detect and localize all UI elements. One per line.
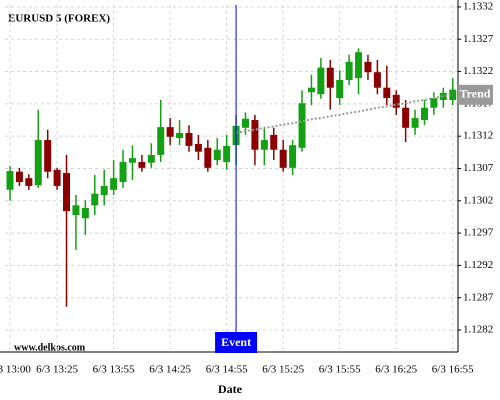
candle-body xyxy=(260,140,268,150)
candle-body xyxy=(185,132,193,146)
x-tick-label: 6/3 14:55 xyxy=(206,364,248,376)
candle-body xyxy=(411,118,419,128)
candle-body xyxy=(251,120,259,150)
watermark: www.delkos.com xyxy=(14,342,86,353)
candle-body xyxy=(420,107,428,121)
y-tick-label: 1.1282 xyxy=(463,324,493,336)
candle-body xyxy=(100,185,108,195)
candle-body xyxy=(194,143,202,152)
candle-body xyxy=(176,132,184,139)
candle-body xyxy=(317,67,325,95)
candle-body xyxy=(81,207,89,219)
candle-body xyxy=(336,79,344,99)
x-tick-label: 6/3 16:55 xyxy=(432,364,474,376)
y-tick-label: 1.1302 xyxy=(463,194,493,206)
candle-body xyxy=(204,147,212,168)
chart-title: EURUSD 5 (FOREX) xyxy=(8,13,110,25)
event-box xyxy=(215,332,258,353)
x-tick-label: 6/3 15:25 xyxy=(262,364,304,376)
trend-label-box xyxy=(458,84,493,105)
y-tick-label: 1.1327 xyxy=(463,33,494,45)
candle-body xyxy=(307,87,315,93)
y-tick-label: 1.1307 xyxy=(463,162,494,174)
candle-body xyxy=(157,127,165,155)
candle-body xyxy=(25,178,33,186)
candle-body xyxy=(138,162,146,168)
candle-body xyxy=(383,87,391,99)
candle-body xyxy=(270,134,278,150)
x-axis-label: Date xyxy=(218,382,243,396)
candle-body xyxy=(110,178,118,190)
candle-body xyxy=(34,140,42,186)
trend-label: Trend xyxy=(460,87,491,101)
y-tick-label: 1.1292 xyxy=(463,259,493,271)
candle-body xyxy=(147,154,155,163)
y-tick-label: 1.1287 xyxy=(463,291,494,303)
x-tick-label: 6/3 16:25 xyxy=(375,364,417,376)
candle-body xyxy=(166,127,174,137)
candle-body xyxy=(44,140,52,172)
candle-body xyxy=(364,61,372,73)
event-label: Event xyxy=(221,335,251,349)
trend-line xyxy=(235,93,453,134)
candle-body xyxy=(6,171,14,190)
y-tick-label: 1.1322 xyxy=(463,65,493,77)
candle-body xyxy=(279,149,287,168)
candle-body xyxy=(119,162,127,183)
candle-body xyxy=(439,92,447,100)
y-tick-label: 1.1312 xyxy=(463,130,493,142)
x-tick-label: 6/3 15:55 xyxy=(319,364,361,376)
candle-body xyxy=(289,145,297,168)
x-tick-label: 6/3 13:25 xyxy=(36,364,78,376)
candle-body xyxy=(72,205,80,216)
x-tick-label: 6/3 13:55 xyxy=(93,364,135,376)
candle-body xyxy=(392,94,400,108)
y-tick-label: 1.1297 xyxy=(463,227,494,239)
candle-body xyxy=(15,171,23,183)
candle-body xyxy=(345,61,353,80)
candle-body xyxy=(373,72,381,88)
candle-body xyxy=(402,107,410,128)
y-tick-label: 1.1332 xyxy=(463,0,493,12)
x-tick-label: 6/3 14:25 xyxy=(149,364,191,376)
candle-body xyxy=(242,118,249,128)
candle-body xyxy=(223,145,231,163)
candle-body xyxy=(53,169,61,186)
x-tick-label: 6/3 13:00 xyxy=(0,364,31,376)
candle-body xyxy=(326,67,334,88)
candle-body xyxy=(91,193,99,206)
candle-body xyxy=(213,149,221,161)
candle-body xyxy=(298,103,306,148)
candle-body xyxy=(63,173,71,212)
candle-body xyxy=(128,158,136,163)
candle-body xyxy=(355,52,363,79)
candle-body xyxy=(430,98,438,108)
